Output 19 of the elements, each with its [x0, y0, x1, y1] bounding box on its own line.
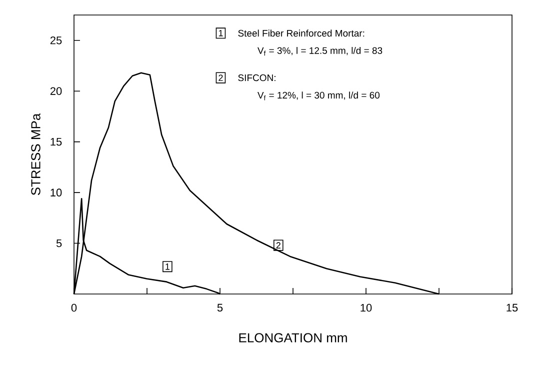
x-tick-label: 5: [217, 304, 223, 312]
annotation: 1: [218, 30, 223, 36]
annotation: Steel Fiber Reinforced Mortar:: [238, 30, 364, 37]
annotation: 1: [166, 264, 170, 270]
y-tick-label: 20: [50, 87, 62, 95]
annotation: SIFCON:: [238, 74, 276, 82]
y-tick-label: 5: [56, 239, 62, 248]
annotation: V$_{f}$ = 12%, l = 30 mm, l/d = 60: [258, 92, 380, 100]
x-axis-title: ELONGATION mm: [239, 333, 347, 342]
y-tick-label: 15: [50, 138, 62, 146]
annotation: V$_{f}$ = 3%, l = 12.5 mm, l/d = 83: [258, 46, 382, 56]
y-tick-label: 10: [50, 188, 62, 196]
annotation: 2: [276, 242, 280, 248]
x-tick-label: 10: [360, 304, 372, 312]
x-tick-label: 0: [71, 304, 77, 312]
y-axis-title: STRESS MPa: [31, 113, 40, 196]
annotation: 2: [218, 74, 223, 81]
x-tick-label: 15: [506, 304, 518, 312]
y-tick-label: 25: [50, 36, 62, 44]
